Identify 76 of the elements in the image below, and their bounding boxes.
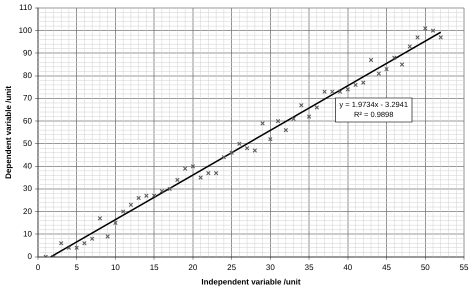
point: [423, 26, 428, 31]
y-tick-label: 0: [27, 252, 32, 262]
point: [206, 170, 211, 176]
x-tick-label: 20: [188, 262, 198, 272]
point: [66, 245, 72, 250]
x-axis-title: Independent variable /unit: [201, 277, 301, 286]
point: [214, 170, 218, 176]
point: [268, 136, 273, 142]
point: [299, 102, 304, 108]
point: [198, 175, 203, 180]
y-tick-label: 70: [23, 94, 32, 103]
point: [353, 82, 358, 88]
point: [105, 234, 110, 239]
point: [438, 35, 444, 40]
point: [361, 80, 366, 85]
point: [222, 155, 226, 160]
point: [260, 121, 265, 126]
point: [120, 209, 126, 214]
point: [415, 35, 420, 40]
point: [252, 148, 258, 153]
x-tick-label: 5: [74, 262, 80, 272]
x-tick-label: 25: [227, 262, 237, 272]
point: [338, 89, 342, 94]
point: [90, 236, 94, 241]
point: [82, 240, 87, 246]
x-tick-label: 0: [36, 262, 41, 272]
y-tick-label: 80: [23, 71, 32, 80]
y-tick-label: 100: [18, 26, 32, 35]
point: [152, 193, 156, 198]
point: [167, 186, 172, 192]
point: [384, 66, 389, 72]
y-axis-title: Dependent variable /unit: [4, 86, 14, 179]
point: [128, 202, 134, 208]
x-tick-label: 30: [266, 262, 276, 272]
y-tick-label: 50: [23, 138, 32, 148]
point: [144, 193, 149, 198]
y-tick-label: 30: [23, 184, 32, 194]
point: [229, 150, 234, 156]
x-tick-label: 35: [304, 262, 314, 272]
y-tick-label: 20: [23, 206, 32, 216]
point: [430, 28, 436, 33]
point: [237, 141, 242, 146]
x-tick-label: 45: [382, 262, 392, 272]
point: [291, 116, 296, 122]
point: [284, 128, 288, 132]
point: [408, 44, 412, 49]
x-tick-label: 15: [150, 262, 160, 272]
y-tick-label: 60: [23, 116, 32, 126]
y-tick-label: 110: [19, 3, 32, 12]
point: [74, 245, 79, 250]
point: [376, 71, 382, 76]
point: [113, 220, 118, 226]
x-tick-label: 50: [420, 262, 430, 272]
point: [392, 55, 397, 60]
point: [190, 164, 196, 169]
point: [306, 114, 312, 119]
point: [314, 105, 320, 110]
x-tick-label: 40: [343, 262, 353, 272]
point: [136, 196, 141, 200]
point: [346, 87, 350, 92]
point: [175, 178, 180, 182]
point: [244, 146, 250, 150]
x-tick-label: 55: [460, 262, 469, 272]
y-tick-label: 10: [23, 229, 32, 238]
point: [160, 188, 164, 194]
y-tick-label: 40: [23, 162, 32, 171]
x-tick-label: 10: [110, 262, 120, 272]
point: [58, 240, 64, 246]
y-tick-label: 90: [23, 48, 32, 58]
point: [368, 58, 374, 62]
point: [182, 166, 188, 171]
point: [400, 62, 404, 67]
point: [330, 89, 335, 94]
point: [322, 89, 327, 94]
point: [276, 118, 280, 124]
point: [98, 216, 102, 221]
